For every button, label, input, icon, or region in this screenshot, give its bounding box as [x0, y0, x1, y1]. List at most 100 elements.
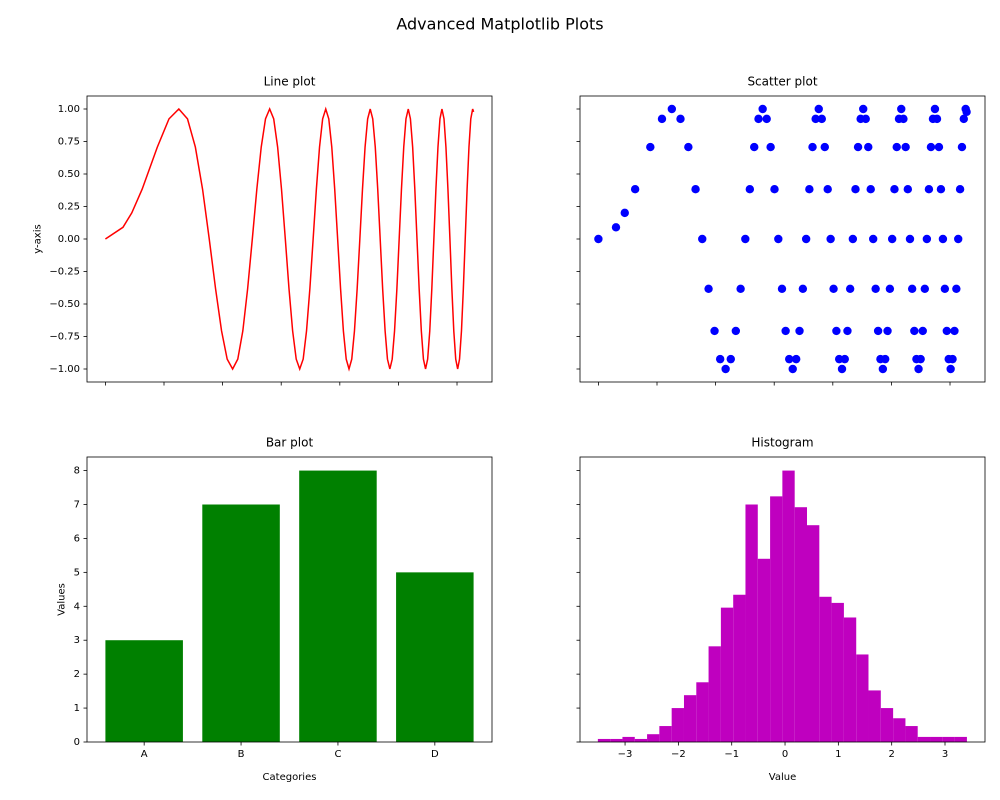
scatter-point: [817, 114, 826, 124]
scatter-point: [873, 326, 883, 336]
x-tick-label: C: [334, 749, 341, 760]
scatter-point: [914, 364, 923, 374]
x-tick-label: 1: [835, 749, 841, 760]
x-tick-label: D: [431, 749, 439, 760]
hist-bar: [905, 726, 918, 742]
hist-bar: [880, 708, 894, 742]
scatter-point: [750, 142, 759, 152]
scatter-point: [930, 104, 940, 114]
hist-bar: [696, 682, 709, 742]
scatter-point: [785, 354, 794, 364]
scatter-point: [932, 114, 942, 124]
scatter-point: [957, 142, 967, 152]
scatter-point: [910, 326, 919, 336]
axes-title: Line plot: [264, 75, 316, 89]
y-tick-label: −0.25: [49, 267, 80, 278]
scatter-point: [721, 364, 730, 374]
scatter-point: [918, 326, 927, 336]
scatter-point: [657, 114, 667, 124]
scatter-point: [676, 114, 685, 124]
scatter-point: [907, 284, 917, 293]
scatter-point: [940, 284, 950, 293]
scatter-point: [766, 142, 775, 152]
hist-bar: [733, 594, 746, 742]
scatter-point: [922, 234, 932, 244]
scatter-point: [924, 185, 934, 194]
scatter-point: [853, 142, 863, 152]
scatter-point: [840, 354, 849, 364]
axes-frame: [86, 456, 493, 743]
x-axis-label: Categories: [263, 772, 317, 783]
axes-frame: [579, 95, 986, 383]
hist-bar: [807, 525, 820, 742]
scatter-point: [955, 185, 965, 194]
scatter-point: [868, 234, 878, 244]
y-tick-label: 3: [74, 635, 80, 646]
scatter-point: [726, 354, 735, 364]
hist-bar: [843, 617, 857, 742]
scatter-point: [795, 326, 804, 336]
axes-title: Histogram: [751, 436, 813, 450]
scatter-point: [684, 142, 693, 152]
scatter-point: [826, 234, 835, 244]
scatter-point: [704, 284, 713, 293]
y-tick-label: 0: [74, 737, 80, 748]
scatter-point: [736, 284, 745, 293]
x-tick-label: −1: [724, 749, 739, 760]
y-tick-label: 0.25: [58, 202, 80, 213]
scatter-point: [851, 185, 860, 194]
bar: [105, 640, 183, 742]
y-tick-label: 1.00: [58, 104, 80, 115]
hist-bar: [856, 654, 869, 742]
x-tick-label: 2: [888, 749, 894, 760]
scatter-point: [946, 364, 955, 374]
x-tick-label: B: [238, 749, 245, 760]
scatter-point: [962, 107, 971, 117]
scatter-point: [774, 234, 783, 244]
x-tick-label: A: [141, 749, 148, 760]
scatter-point: [808, 142, 817, 152]
hist-bar: [683, 695, 697, 742]
hist-bar: [893, 718, 906, 742]
scatter-point: [698, 234, 707, 244]
line: [104, 106, 475, 372]
scatter-point: [845, 284, 855, 293]
x-tick-label: −3: [618, 749, 633, 760]
y-tick-label: −1.00: [49, 364, 80, 375]
x-tick-label: −2: [671, 749, 686, 760]
y-tick-label: 2: [74, 669, 80, 680]
y-tick-label: 0.50: [58, 169, 80, 180]
scatter-point: [861, 114, 870, 124]
scatter-point: [892, 142, 901, 152]
x-tick-label: 3: [942, 749, 948, 760]
scatter-point: [897, 104, 906, 114]
y-tick-label: −0.50: [49, 299, 80, 310]
scatter-point: [866, 185, 875, 194]
hist-bar: [745, 504, 758, 742]
scatter-point: [903, 185, 913, 194]
scatter-point: [887, 234, 897, 244]
scatter-point: [832, 326, 841, 336]
scatter-point: [871, 284, 880, 293]
scatter-point: [881, 354, 890, 364]
scatter-point: [758, 104, 767, 114]
scatter-point: [890, 185, 899, 194]
hist-bar: [930, 736, 943, 742]
hist-bar: [659, 726, 672, 742]
hist-bar: [917, 736, 931, 742]
scatter-point: [938, 234, 948, 244]
scatter-point: [942, 326, 951, 336]
scatter-point: [691, 185, 700, 194]
y-axis-label: y-axis: [32, 224, 43, 253]
scatter-point: [829, 284, 838, 293]
axes-title: Bar plot: [266, 436, 314, 450]
y-tick-label: 7: [74, 500, 80, 511]
y-tick-label: 0.75: [58, 137, 80, 148]
scatter-point: [864, 142, 873, 152]
scatter-point: [885, 284, 895, 293]
scatter-point: [837, 364, 847, 374]
scatter-point: [611, 223, 621, 232]
y-tick-label: 4: [74, 601, 80, 612]
hist-bar: [794, 507, 808, 742]
figure-title: Advanced Matplotlib Plots: [396, 15, 603, 34]
